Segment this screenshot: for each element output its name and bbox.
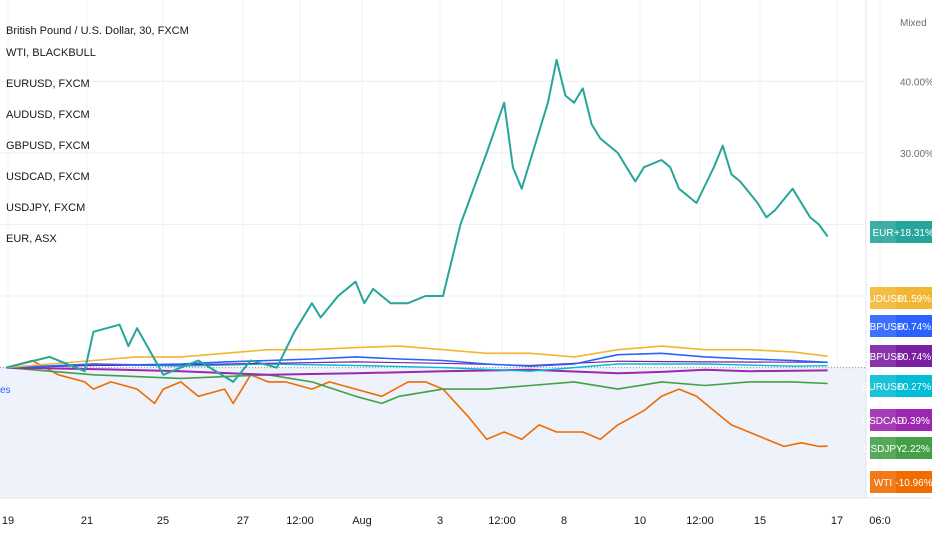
price-label-wti: WTI -10.96% [870, 471, 932, 493]
price-label-value-bg [896, 345, 932, 367]
partial-series-label: es [0, 385, 11, 396]
price-label-value-bg [896, 409, 932, 431]
legend-item-eurusd[interactable]: EURUSD, FXCM [6, 78, 90, 90]
price-label-value-bg [896, 471, 932, 493]
x-tick-label: 8 [561, 515, 567, 527]
x-tick-label: 06:0 [869, 515, 890, 527]
price-label-value: +1.59% [897, 294, 931, 305]
series-line-audusd [5, 345, 828, 369]
price-label-name-bg [870, 221, 896, 243]
main-symbol-title[interactable]: British Pound / U.S. Dollar, 30, FXCM [6, 25, 189, 37]
series-line-usdjpy [5, 366, 828, 405]
price-label-name: USDCAD [862, 416, 904, 427]
baseline-fill [0, 367, 866, 498]
price-label-name: GBPUSD [862, 322, 904, 333]
x-tick-label: 27 [237, 515, 249, 527]
legend-item-eur[interactable]: EUR, ASX [6, 233, 57, 245]
legend-item-usdcad[interactable]: USDCAD, FXCM [6, 171, 90, 183]
price-label-audusd: AUDUSD+1.59% [862, 287, 932, 309]
price-label-name-bg [870, 409, 896, 431]
price-label-name-bg [870, 345, 896, 367]
price-label-value: -0.39% [898, 416, 930, 427]
price-label-value: -10.96% [895, 478, 932, 489]
legend-item-wti[interactable]: WTI, BLACKBULL [6, 47, 96, 59]
price-label-name: EUR [872, 228, 893, 239]
x-tick-label: 19 [2, 515, 14, 527]
price-label-value: +0.74% [897, 352, 931, 363]
price-label-name-bg [870, 437, 896, 459]
price-label-usdcad: USDCAD-0.39% [862, 409, 932, 431]
x-tick-label: 12:00 [686, 515, 714, 527]
price-label-value-bg [896, 221, 932, 243]
price-label-value-bg [896, 315, 932, 337]
scale-mode-label[interactable]: Mixed [900, 18, 927, 29]
series-line-gbpusd [5, 352, 828, 369]
price-label-value: +0.74% [897, 322, 931, 333]
price-label-name-bg [870, 375, 896, 397]
price-label-usdjpy: USDJPY-2.22% [863, 437, 932, 459]
price-label-value-bg [896, 375, 932, 397]
price-label-value-bg [896, 437, 932, 459]
price-label-name: EURUSD [862, 382, 904, 393]
legend: British Pound / U.S. Dollar, 30, FXCM WT… [6, 20, 189, 259]
legend-item-gbpusd[interactable]: GBPUSD, FXCM [6, 140, 90, 152]
legend-item-usdjpy[interactable]: USDJPY, FXCM [6, 202, 86, 214]
price-label-gbpusd: GBPUSD+0.74% [862, 345, 932, 367]
series-line-eur [5, 58, 829, 383]
price-label-name: USDJPY [863, 444, 903, 455]
x-tick-label: 12:00 [286, 515, 314, 527]
price-label-name-bg [870, 287, 896, 309]
series-line-usdcad [5, 366, 828, 376]
y-tick-label: 30.00% [900, 149, 932, 160]
x-tick-label: 15 [754, 515, 766, 527]
price-label-value: -2.22% [898, 444, 930, 455]
price-label-name: WTI [874, 478, 892, 489]
price-label-eur: EUR +18.31% [870, 221, 932, 243]
x-tick-label: 25 [157, 515, 169, 527]
price-label-value: +0.27% [897, 382, 931, 393]
price-label-name: GBPUSD [862, 352, 904, 363]
price-label-value-bg [896, 287, 932, 309]
price-label-eurusd: EURUSD+0.27% [862, 375, 932, 397]
x-tick-label: 3 [437, 515, 443, 527]
price-label-name-bg [870, 315, 896, 337]
x-tick-label: 21 [81, 515, 93, 527]
legend-item-audusd[interactable]: AUDUSD, FXCM [6, 109, 90, 121]
price-label-name: AUDUSD [862, 294, 904, 305]
x-tick-label: 17 [831, 515, 843, 527]
y-tick-label: 40.00% [900, 77, 932, 88]
series-line-wti [5, 359, 828, 448]
price-label-gbpusd: GBPUSD+0.74% [862, 315, 932, 337]
x-tick-label: 12:00 [488, 515, 516, 527]
x-tick-label: Aug [352, 515, 372, 527]
price-label-name-bg [870, 471, 896, 493]
price-label-value: +18.31% [894, 228, 932, 239]
x-tick-label: 10 [634, 515, 646, 527]
